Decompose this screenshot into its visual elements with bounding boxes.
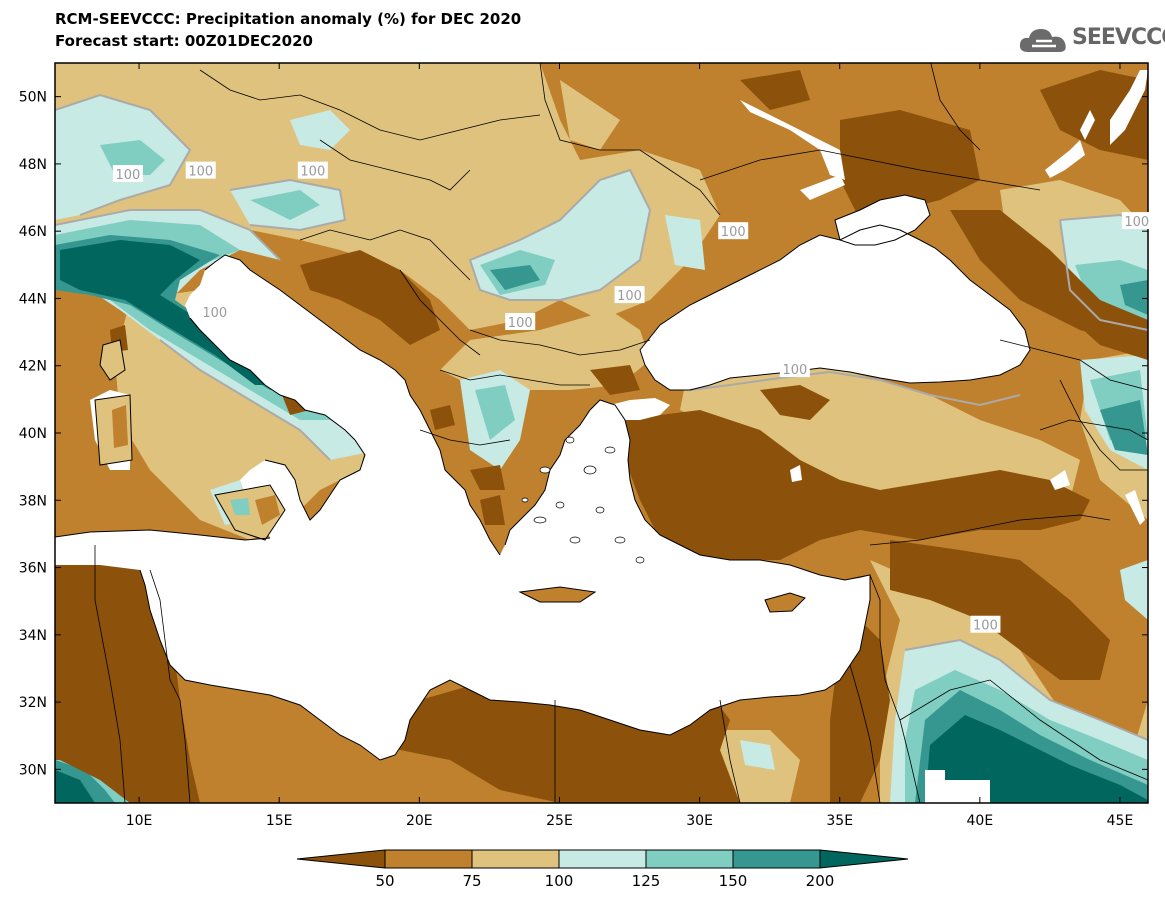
colorbar-high-arrow [819, 849, 909, 869]
lat-tick-label: 42N [19, 359, 47, 375]
lon-tick-label: 10E [126, 813, 153, 829]
contour-label: 100 [188, 165, 213, 180]
colorbar-label: 150 [719, 872, 748, 890]
colorbar-low-arrow [296, 849, 386, 869]
lon-tick-label: 35E [826, 813, 853, 829]
lon-tick-label: 15E [266, 813, 293, 829]
contour-label: 100 [617, 289, 642, 304]
title-block: RCM-SEEVCCC: Precipitation anomaly (%) f… [55, 8, 521, 52]
lon-tick-label: 45E [1107, 813, 1134, 829]
map-plot-area [55, 63, 1148, 803]
contour-label: 100 [300, 165, 325, 180]
contour-label: 100 [115, 168, 140, 183]
contour-label-bg [970, 615, 1001, 633]
colorbar-segment [645, 849, 734, 869]
colorbar-segment [558, 849, 647, 869]
contour-label: 100 [973, 619, 998, 634]
lon-tick-label: 20E [406, 813, 433, 829]
lat-tick-label: 30N [19, 762, 47, 778]
lon-tick-label: 25E [546, 813, 573, 829]
colorbar-label: 100 [545, 872, 574, 890]
colorbar-label: 200 [806, 872, 835, 890]
seevccc-logo: SEEVCCC [1018, 20, 1165, 60]
islands [95, 340, 805, 612]
contour-label-bg [185, 161, 216, 179]
contour-100 [55, 93, 1148, 741]
lat-tick-label: 44N [19, 291, 47, 307]
contour-label-bg [199, 302, 230, 320]
longitude-ticks: 10E 15E 20E 25E 30E 35E 40E 45E [126, 63, 1134, 829]
lat-tick-label: 32N [19, 695, 47, 711]
contour-label-bg [505, 313, 536, 330]
cloud-icon [1019, 29, 1066, 52]
coastlines [55, 194, 1031, 761]
forecast-start: Forecast start: 00Z01DEC2020 [55, 32, 313, 50]
lat-tick-label: 46N [19, 224, 47, 240]
contour-label: 100 [721, 225, 746, 240]
lat-tick-label: 50N [19, 90, 47, 106]
contour-labels: 100 100 100 100 100 100 100 100 100 100 [112, 161, 1152, 634]
contour-label-bg [614, 286, 645, 304]
contour-label: 100 [508, 316, 533, 331]
contour-label-bg [718, 222, 749, 240]
lon-tick-label: 40E [967, 813, 994, 829]
colorbar-label: 75 [462, 872, 481, 890]
colorbar-segment [471, 849, 560, 869]
colorbar-label: 50 [375, 872, 394, 890]
contour-label: 100 [782, 363, 807, 378]
contour-label-bg [779, 360, 810, 378]
country-borders [94, 63, 1148, 803]
aegean-islands [521, 436, 645, 564]
colorbar-label: 125 [632, 872, 661, 890]
contour-label-bg [297, 161, 328, 179]
lat-tick-label: 40N [19, 426, 47, 442]
lat-tick-label: 34N [19, 628, 47, 644]
contour-label-bg [1121, 212, 1152, 230]
contour-label: 100 [1124, 215, 1149, 230]
contour-label-bg [112, 165, 143, 182]
map-title: RCM-SEEVCCC: Precipitation anomaly (%) f… [55, 10, 522, 28]
lon-tick-label: 30E [686, 813, 713, 829]
colorbar-segment [732, 849, 821, 869]
colorbar-segment [384, 849, 473, 869]
colorbar: 50 75 100 125 150 200 [296, 849, 909, 890]
lat-tick-label: 38N [19, 493, 47, 509]
contour-label: 100 [202, 306, 227, 321]
logo-text: SEEVCCC [1072, 25, 1165, 50]
lat-tick-label: 48N [19, 157, 47, 173]
lat-tick-label: 36N [19, 561, 47, 577]
latitude-ticks: 50N 48N 46N 44N 42N 40N 38N 36N 34N 32N 30N [19, 90, 1148, 778]
